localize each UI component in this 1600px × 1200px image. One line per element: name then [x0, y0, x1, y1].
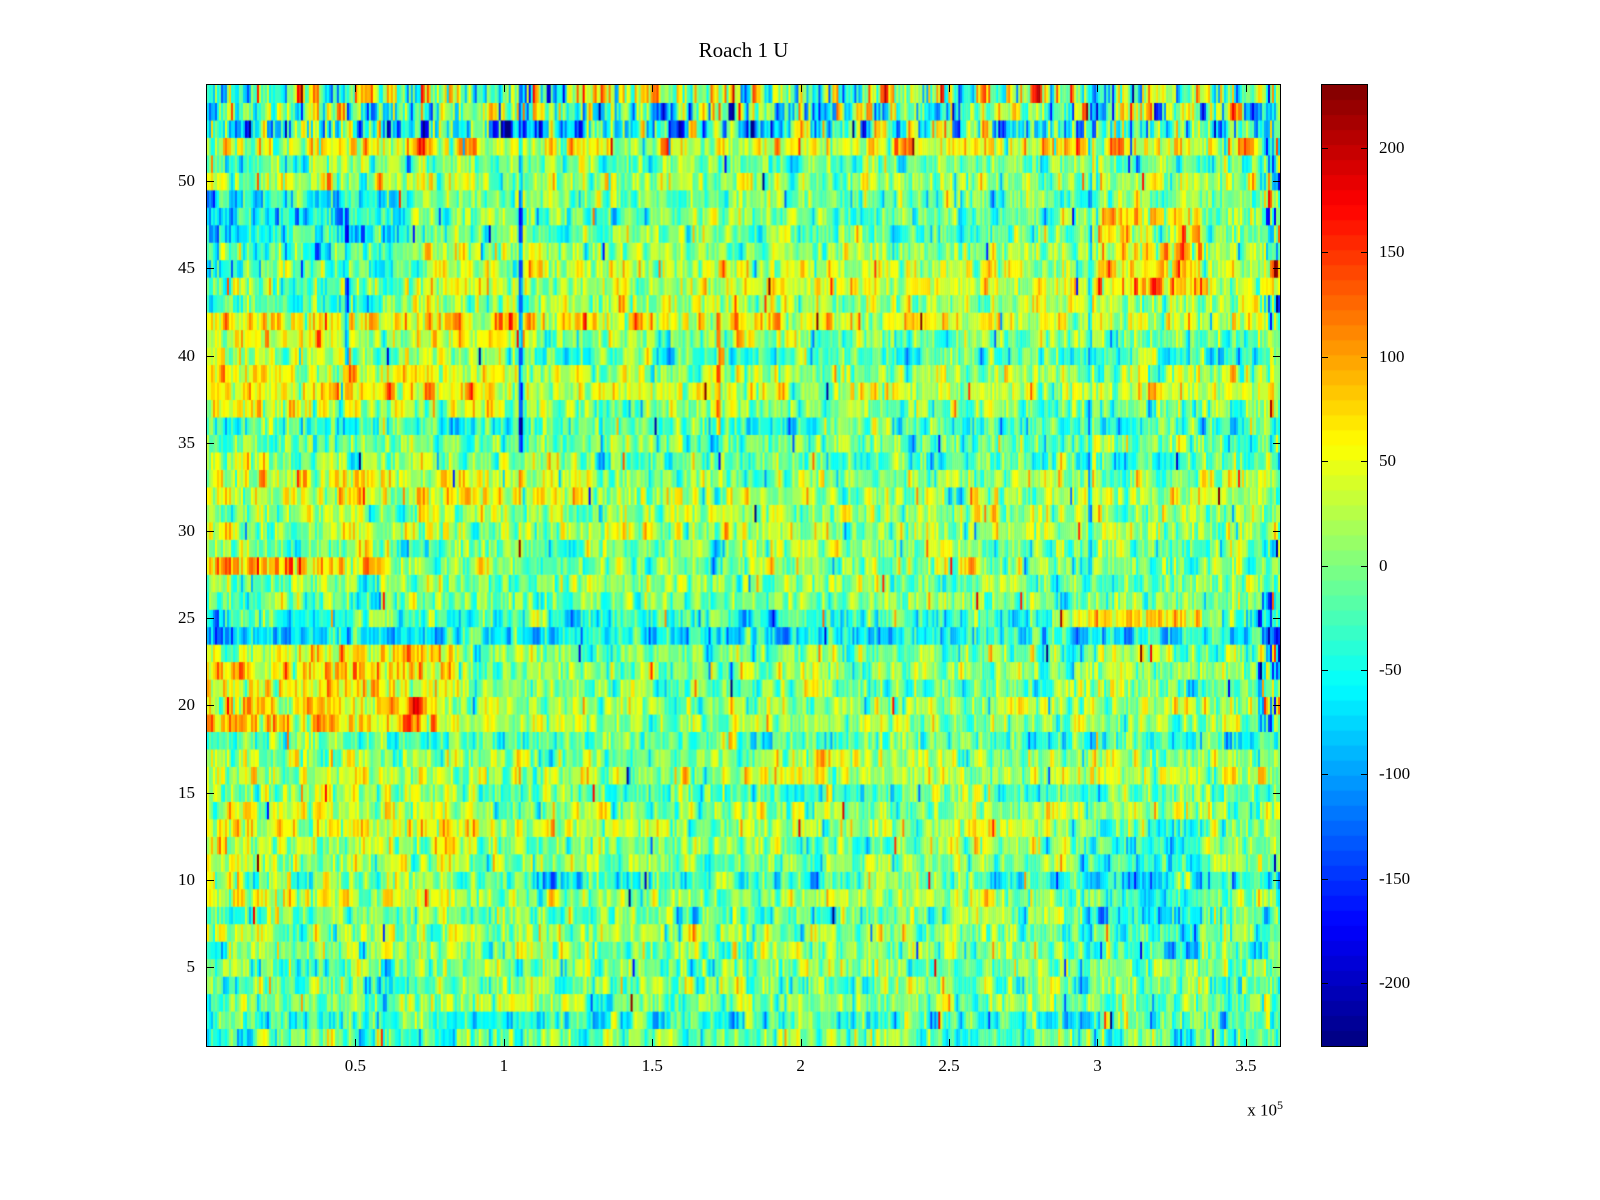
- heatmap-canvas: [207, 85, 1280, 1046]
- tick-mark: [207, 356, 214, 357]
- colorbar-tick-label: -150: [1379, 868, 1411, 888]
- x-tick-label: 1: [499, 1056, 509, 1075]
- x-tick-label: 1.5: [641, 1056, 663, 1075]
- tick-mark: [1273, 531, 1280, 532]
- tick-mark: [1273, 181, 1280, 182]
- tick-mark: [207, 618, 214, 619]
- y-tick-label: 35: [178, 433, 195, 453]
- tick-mark: [1361, 879, 1367, 880]
- tick-mark: [1322, 252, 1328, 253]
- tick-mark: [1361, 252, 1367, 253]
- y-tick-label: 5: [186, 957, 196, 977]
- tick-mark: [207, 531, 214, 532]
- plot-axes-frame: [206, 84, 1281, 1047]
- colorbar-tick-label: 50: [1379, 451, 1396, 471]
- tick-mark: [652, 85, 653, 92]
- x-scale-exponent: 5: [1277, 1098, 1283, 1112]
- tick-mark: [1361, 357, 1367, 358]
- colorbar-tick-label: 0: [1379, 555, 1388, 575]
- tick-mark: [1273, 705, 1280, 706]
- y-tick-label: 25: [178, 607, 195, 627]
- tick-mark: [355, 85, 356, 92]
- tick-mark: [1246, 85, 1247, 92]
- y-tick-label: 50: [178, 171, 195, 191]
- tick-mark: [1361, 983, 1367, 984]
- tick-mark: [207, 705, 214, 706]
- tick-mark: [1273, 880, 1280, 881]
- colorbar-frame: [1321, 84, 1368, 1047]
- tick-mark: [801, 85, 802, 92]
- tick-mark: [1097, 1039, 1098, 1046]
- y-tick-label: 40: [178, 345, 195, 365]
- tick-mark: [1273, 618, 1280, 619]
- tick-mark: [504, 1039, 505, 1046]
- tick-mark: [652, 1039, 653, 1046]
- tick-mark: [1361, 566, 1367, 567]
- x-tick-label: 2.5: [938, 1056, 960, 1075]
- tick-mark: [1361, 670, 1367, 671]
- tick-mark: [207, 268, 214, 269]
- y-tick-label: 15: [178, 782, 195, 802]
- tick-mark: [1322, 774, 1328, 775]
- y-tick-label: 10: [178, 870, 195, 889]
- x-scale-base: x 10: [1247, 1100, 1277, 1120]
- colorbar-tick-label: 100: [1379, 346, 1405, 366]
- tick-mark: [1322, 983, 1328, 984]
- y-tick-label: 45: [178, 258, 195, 278]
- tick-mark: [1322, 670, 1328, 671]
- x-tick-label: 2: [796, 1056, 805, 1075]
- colorbar-tick-label: 200: [1379, 137, 1405, 157]
- tick-mark: [207, 793, 214, 794]
- colorbar-tick-label: -100: [1379, 764, 1411, 784]
- x-tick-label: 3.5: [1235, 1056, 1257, 1075]
- tick-mark: [504, 85, 505, 92]
- tick-mark: [1097, 85, 1098, 92]
- tick-mark: [1322, 879, 1328, 880]
- colorbar-tick-label: 150: [1379, 242, 1405, 262]
- tick-mark: [1322, 566, 1328, 567]
- tick-mark: [1273, 793, 1280, 794]
- x-axis-scale-label: x 105: [1150, 1098, 1283, 1121]
- tick-mark: [1273, 268, 1280, 269]
- tick-mark: [207, 443, 214, 444]
- tick-mark: [1361, 148, 1367, 149]
- tick-mark: [207, 880, 214, 881]
- tick-mark: [949, 85, 950, 92]
- tick-mark: [207, 967, 214, 968]
- tick-mark: [1273, 967, 1280, 968]
- tick-mark: [1322, 148, 1328, 149]
- tick-mark: [1361, 774, 1367, 775]
- tick-mark: [355, 1039, 356, 1046]
- x-tick-label: 0.5: [344, 1056, 367, 1075]
- y-tick-label: 30: [178, 520, 195, 540]
- colorbar-tick-label: -200: [1379, 973, 1411, 993]
- tick-mark: [1361, 461, 1367, 462]
- tick-mark: [949, 1039, 950, 1046]
- colorbar-tick-label: -50: [1379, 659, 1402, 679]
- x-tick-label: 3: [1093, 1056, 1102, 1075]
- colorbar-canvas: [1322, 85, 1367, 1046]
- y-tick-label: 20: [178, 695, 195, 715]
- tick-mark: [1322, 461, 1328, 462]
- tick-mark: [1273, 356, 1280, 357]
- tick-mark: [1273, 443, 1280, 444]
- tick-mark: [801, 1039, 802, 1046]
- plot-title: Roach 1 U: [698, 38, 789, 62]
- tick-mark: [1246, 1039, 1247, 1046]
- tick-mark: [1322, 357, 1328, 358]
- tick-mark: [207, 181, 214, 182]
